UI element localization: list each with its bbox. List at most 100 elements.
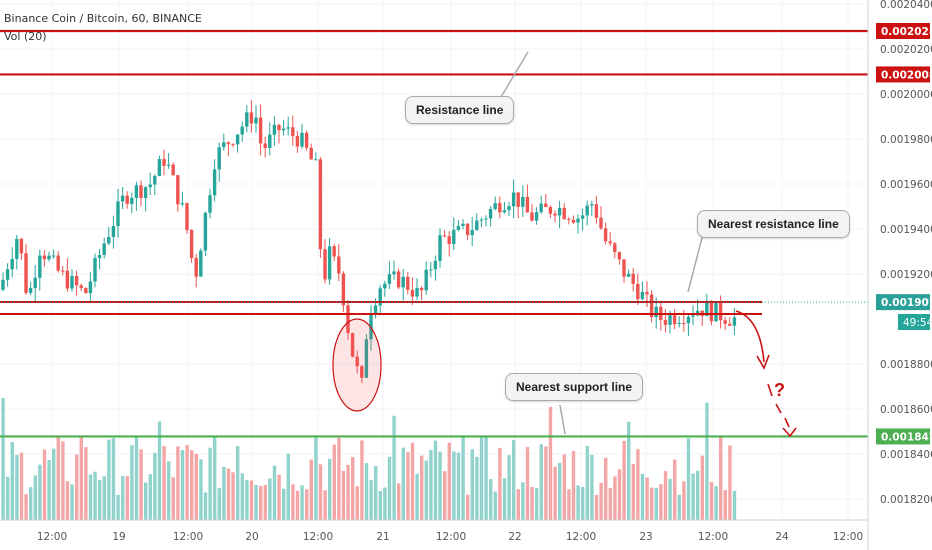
candle-body xyxy=(153,175,157,185)
volume-bar xyxy=(369,480,373,520)
candle-body xyxy=(107,237,111,244)
candle-body xyxy=(705,302,709,316)
volume-bar xyxy=(516,489,520,520)
volume-bar xyxy=(33,475,37,520)
candle-body xyxy=(507,206,511,211)
volume-bar xyxy=(231,472,235,520)
candle-body xyxy=(603,228,608,242)
volume-bar xyxy=(10,442,14,520)
candle-body xyxy=(102,243,106,255)
price-tick-label: 0.0019200 xyxy=(880,269,932,281)
candle-body xyxy=(636,283,640,300)
volume-bar xyxy=(185,444,189,520)
volume-bar xyxy=(190,450,194,520)
volume-bar xyxy=(217,488,221,520)
volume-bar xyxy=(56,436,60,520)
volume-bar xyxy=(530,486,534,520)
volume-bar xyxy=(65,481,70,520)
volume-bar xyxy=(581,486,585,520)
volume-bar xyxy=(544,446,548,520)
volume-bar xyxy=(429,449,433,520)
volume-bar xyxy=(38,464,42,520)
time-tick-label: 12:00 xyxy=(698,531,728,543)
volume-bar xyxy=(604,457,608,520)
volume-bar xyxy=(61,441,65,520)
volume-bar xyxy=(15,455,19,520)
candle-body xyxy=(516,192,520,207)
volume-bar xyxy=(305,489,309,520)
candle-body xyxy=(350,333,355,357)
volume-bar xyxy=(148,474,152,520)
volume-bar xyxy=(134,435,139,520)
candle-body xyxy=(732,317,737,326)
volume-bar xyxy=(70,484,74,520)
candle-body xyxy=(93,258,97,282)
volume-bar xyxy=(116,494,120,520)
volume-bar xyxy=(268,478,272,520)
volume-bar xyxy=(484,435,488,520)
time-tick-label: 21 xyxy=(376,531,389,543)
volume-bar xyxy=(107,439,111,520)
volume-bar xyxy=(691,473,695,520)
candle-body xyxy=(47,255,51,260)
price-tick-label: 0.0020000 xyxy=(880,89,932,101)
volume-bar xyxy=(374,466,378,520)
volume-bar xyxy=(410,442,415,520)
time-tick-label: 24 xyxy=(775,531,789,543)
volume-bar xyxy=(650,487,654,520)
nearest-support-pointer xyxy=(559,404,566,435)
candle-body xyxy=(258,117,263,144)
candle-body xyxy=(10,258,14,270)
candle-body xyxy=(571,219,576,223)
volume-bar xyxy=(249,480,254,520)
price-tick-label: 0.0019800 xyxy=(880,134,932,146)
candle-body xyxy=(677,322,681,325)
volume-bar xyxy=(378,491,382,520)
candle-body xyxy=(166,164,171,166)
volume-bar xyxy=(263,484,267,520)
candle-body xyxy=(645,291,649,295)
volume-bar xyxy=(456,452,461,520)
candle-body xyxy=(88,281,93,294)
candle-body xyxy=(691,315,695,317)
candle-body xyxy=(654,306,658,318)
candle-body xyxy=(723,320,727,324)
volume-bar xyxy=(47,460,51,520)
volume-bar xyxy=(696,470,700,520)
volume-bar xyxy=(525,447,530,520)
projection-arrow xyxy=(735,310,765,363)
volume-bar xyxy=(415,473,419,520)
volume-bar xyxy=(203,492,208,520)
candle-body xyxy=(327,246,332,280)
price-tag-label: 0.0019075 xyxy=(881,297,932,309)
projection-dashes xyxy=(767,383,790,428)
volume-bar xyxy=(360,440,364,520)
candle-body xyxy=(668,315,672,325)
candle-body xyxy=(19,238,24,254)
candle-body xyxy=(364,339,369,378)
volume-bar xyxy=(489,479,493,520)
candle-body xyxy=(438,235,442,261)
candle-body xyxy=(346,305,350,334)
volume-bar xyxy=(627,421,631,520)
candle-body xyxy=(452,229,456,245)
candle-body xyxy=(318,159,323,250)
volume-bar xyxy=(401,447,405,520)
volume-bar xyxy=(144,482,148,520)
volume-bar xyxy=(433,440,438,520)
candle-body xyxy=(33,277,37,289)
candle-body xyxy=(245,112,249,127)
candle-body xyxy=(249,112,254,124)
volume-bar xyxy=(608,487,612,520)
volume-bar xyxy=(631,464,635,520)
candle-body xyxy=(235,134,240,145)
volume-bar xyxy=(719,436,723,520)
candle-body xyxy=(199,250,203,277)
candle-body xyxy=(120,195,125,202)
candle-body xyxy=(576,218,580,223)
candle-body xyxy=(456,225,461,230)
volume-bar xyxy=(479,436,484,520)
candle-body xyxy=(475,220,479,231)
